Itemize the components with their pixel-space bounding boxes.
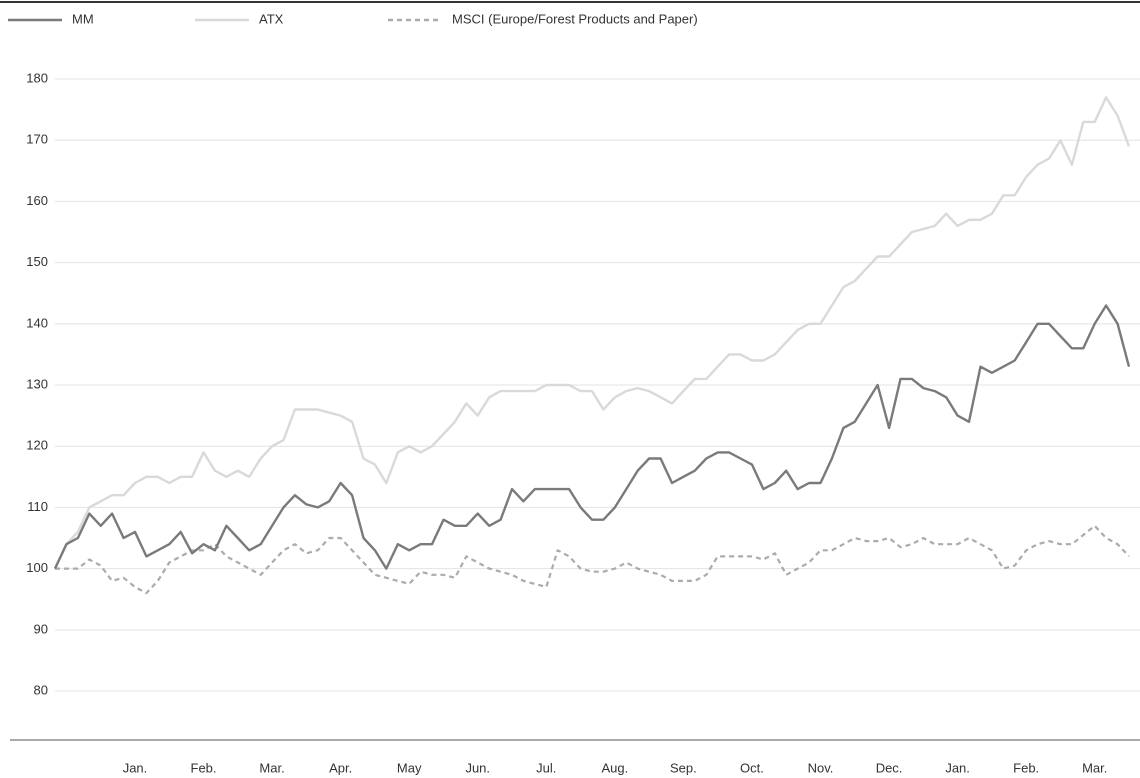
- legend-label: MSCI (Europe/Forest Products and Paper): [452, 11, 698, 26]
- x-tick-label: Feb.: [191, 760, 217, 775]
- y-tick-label: 130: [26, 376, 48, 391]
- y-tick-label: 140: [26, 315, 48, 330]
- x-tick-label: May: [397, 760, 422, 775]
- y-tick-label: 100: [26, 560, 48, 575]
- legend-label: MM: [72, 11, 94, 26]
- x-tick-label: Mar.: [1082, 760, 1107, 775]
- x-tick-label: Mar.: [259, 760, 284, 775]
- series-line: [53, 96, 1131, 570]
- y-tick-label: 150: [26, 254, 48, 269]
- x-tick-label: Sep.: [670, 760, 697, 775]
- y-tick-label: 80: [34, 682, 48, 697]
- x-tick-label: Aug.: [601, 760, 628, 775]
- x-tick-label: Feb.: [1013, 760, 1039, 775]
- x-tick-label: Jun.: [465, 760, 490, 775]
- y-tick-label: 170: [26, 132, 48, 147]
- x-tick-label: Apr.: [329, 760, 352, 775]
- x-tick-label: Jan.: [123, 760, 148, 775]
- x-tick-label: Nov.: [808, 760, 834, 775]
- y-tick-label: 180: [26, 70, 48, 85]
- series-line: [53, 304, 1131, 570]
- y-tick-label: 90: [34, 621, 48, 636]
- y-tick-label: 120: [26, 438, 48, 453]
- x-tick-label: Dec.: [876, 760, 903, 775]
- legend-label: ATX: [259, 11, 284, 26]
- y-tick-label: 160: [26, 193, 48, 208]
- series-line: [55, 524, 1130, 595]
- y-tick-label: 110: [27, 499, 48, 514]
- x-tick-label: Jul.: [536, 760, 556, 775]
- x-tick-label: Oct.: [740, 760, 764, 775]
- x-tick-label: Jan.: [945, 760, 970, 775]
